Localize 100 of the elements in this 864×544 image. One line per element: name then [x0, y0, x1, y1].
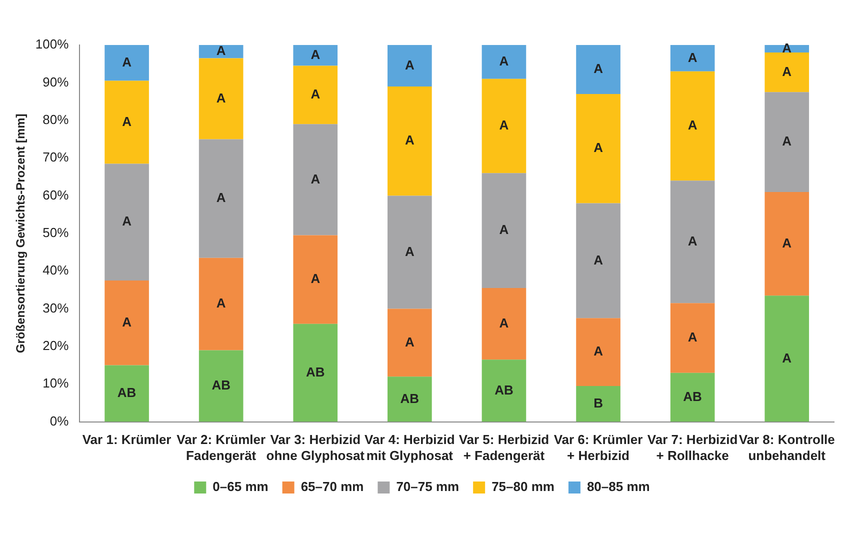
y-tick-label: 40% [42, 262, 70, 278]
bar [670, 372, 715, 422]
bar [482, 360, 526, 422]
bar [576, 94, 620, 204]
x-tick-label: Var 5: Herbizid + Fadengerät [458, 432, 550, 463]
x-tick-label: Var 1: Krümler [82, 432, 172, 448]
bar [198, 58, 244, 140]
legend-label: 75–80 mm [492, 479, 554, 494]
data-label: A [782, 64, 792, 79]
bar [482, 173, 526, 288]
data-label: A [310, 271, 321, 286]
data-label: A [594, 140, 604, 156]
data-label: A [499, 54, 510, 69]
bar [576, 318, 620, 386]
data-label: A [216, 296, 226, 311]
y-tick-label: 70% [42, 150, 70, 165]
bar [482, 78, 526, 174]
bar [198, 258, 244, 350]
bar [104, 280, 149, 366]
data-label: AB [306, 364, 325, 380]
data-label: A [688, 50, 698, 65]
bar [576, 203, 620, 318]
bar [764, 192, 810, 296]
bar [388, 86, 432, 196]
data-label: A [594, 61, 604, 76]
bar [293, 124, 338, 236]
data-label: A [216, 90, 226, 106]
bar [388, 45, 432, 86]
legend-label: 80–85 mm [586, 479, 650, 494]
bar [764, 92, 810, 192]
bar [104, 164, 149, 280]
data-label: A [594, 344, 604, 359]
bar [198, 350, 244, 422]
bar [388, 376, 432, 422]
data-label: A [404, 244, 415, 259]
bar [198, 139, 244, 258]
legend-label: 65–70 mm [300, 479, 364, 494]
data-label: B [594, 395, 603, 410]
x-tick-label: Var 3: Herbizid ohne Glyphosat [266, 432, 366, 463]
bar [670, 303, 715, 373]
bar [670, 180, 715, 304]
x-tick-label: Var 2: Krümler Fadengerät [176, 432, 266, 463]
bar [293, 45, 338, 66]
bar [764, 296, 810, 422]
bar [670, 71, 715, 181]
data-label: A [782, 40, 792, 56]
data-label: A [782, 134, 792, 149]
bar [388, 308, 432, 377]
y-tick-label: 50% [42, 224, 70, 240]
bar [104, 80, 149, 164]
data-label: A [216, 43, 226, 58]
data-label: AB [212, 378, 230, 393]
bar [293, 235, 338, 324]
legend-label: 0–65 mm [212, 479, 268, 494]
bar [576, 386, 620, 422]
bar [388, 196, 432, 309]
data-label: A [499, 315, 510, 330]
y-tick-label: 0% [50, 413, 70, 428]
data-label: A [310, 46, 321, 62]
data-label: A [782, 350, 792, 366]
data-label: AB [494, 382, 514, 398]
data-label: A [122, 54, 132, 70]
x-tick-label: Var 7: Herbizid + Rollhacke [647, 432, 738, 463]
data-label: A [404, 334, 415, 350]
y-tick-label: 100% [35, 36, 70, 52]
data-label: A [594, 252, 604, 268]
bar [104, 45, 149, 81]
y-tick-label: 10% [42, 376, 70, 391]
data-label: A [122, 214, 132, 229]
y-tick-label: 30% [42, 300, 70, 316]
data-label: A [310, 86, 321, 102]
data-label: A [310, 171, 321, 186]
data-label: AB [683, 388, 702, 404]
data-label: A [688, 118, 698, 133]
data-label: A [782, 235, 792, 250]
bar [482, 45, 526, 79]
bar [293, 324, 338, 422]
data-label: A [122, 114, 132, 129]
bar [198, 45, 244, 58]
bar [293, 66, 338, 124]
data-label: A [688, 233, 698, 248]
data-label: A [404, 57, 415, 72]
legend-label: 70–75 mm [396, 479, 460, 494]
y-tick-label: 90% [42, 74, 70, 90]
y-axis-title: Größensortierung Gewichts-Prozent [mm] [14, 114, 28, 354]
data-label: A [499, 118, 510, 133]
data-label: A [216, 190, 226, 206]
y-tick-label: 60% [42, 187, 70, 202]
data-label: A [499, 222, 510, 238]
bar [764, 52, 810, 92]
bar [104, 365, 149, 422]
bar [482, 288, 526, 360]
x-tick-label: Var 6: Krümler + Herbizid [554, 432, 643, 463]
y-tick-label: 20% [42, 338, 70, 354]
x-tick-label: Var 8: Kontrolle unbehandelt [738, 432, 835, 463]
bar [670, 45, 715, 72]
x-tick-label: Var 4: Herbizid mit Glyphosat [364, 432, 455, 463]
data-label: A [404, 132, 415, 148]
bar [576, 45, 620, 94]
data-label: AB [117, 385, 136, 400]
